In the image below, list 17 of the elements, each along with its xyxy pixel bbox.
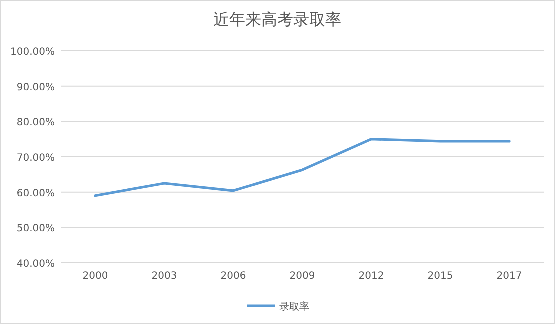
legend-label: 录取率 bbox=[280, 301, 310, 313]
y-tick-label: 100.00% bbox=[10, 47, 55, 58]
line-series bbox=[94, 138, 511, 198]
y-tick-label: 50.00% bbox=[16, 224, 55, 235]
y-tick-label: 60.00% bbox=[16, 188, 55, 200]
x-tick-label: 2003 bbox=[152, 271, 178, 282]
x-tick-label: 2015 bbox=[428, 271, 454, 282]
y-tick-label: 90.00% bbox=[16, 82, 55, 94]
x-tick-label: 2009 bbox=[290, 271, 316, 282]
x-tick-label: 2012 bbox=[358, 271, 384, 282]
chart-title: 近年来高考录取率 bbox=[214, 10, 342, 29]
y-tick-label: 70.00% bbox=[16, 153, 55, 164]
x-tick-label: 2017 bbox=[496, 271, 522, 282]
y-tick-label: 80.00% bbox=[16, 118, 55, 129]
x-tick-label: 2000 bbox=[82, 271, 108, 282]
x-tick-label: 2006 bbox=[220, 271, 246, 282]
y-tick-label: 40.00% bbox=[16, 259, 55, 270]
